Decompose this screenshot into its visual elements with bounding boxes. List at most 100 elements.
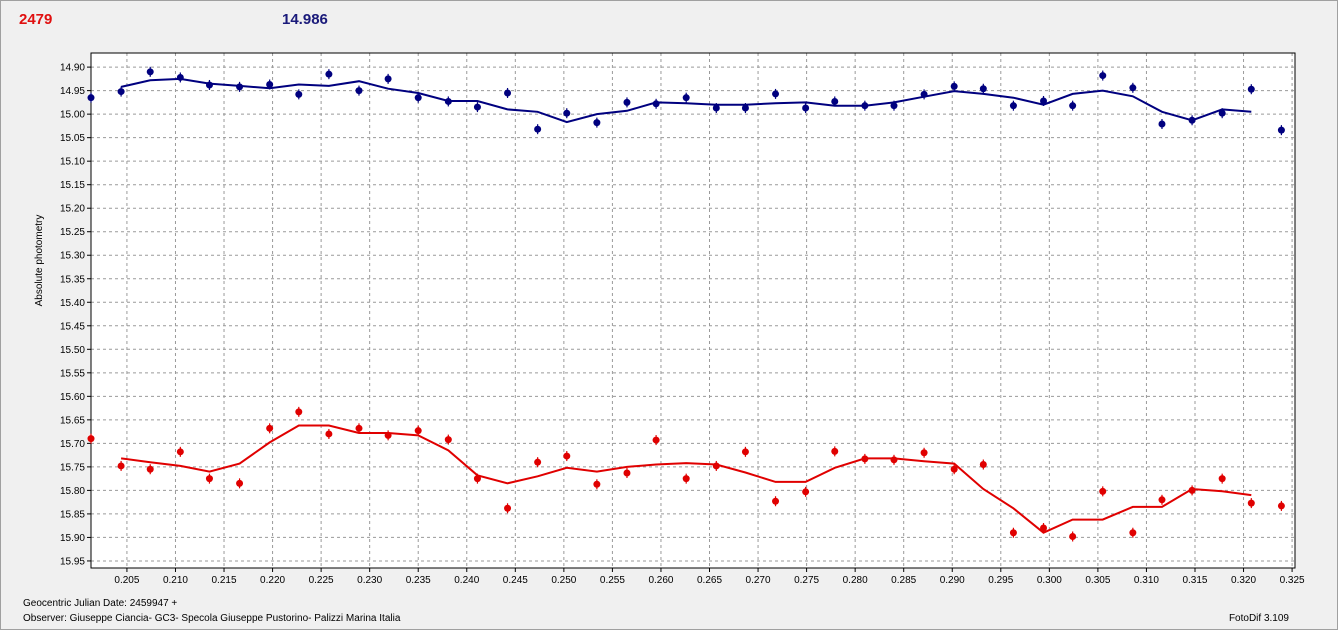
data-point xyxy=(563,452,571,460)
y-tick-label: 15.45 xyxy=(60,321,85,332)
data-point xyxy=(920,90,928,98)
data-point xyxy=(87,435,95,443)
x-tick-label: 0.320 xyxy=(1231,575,1256,586)
data-point xyxy=(236,479,244,487)
y-tick-label: 15.05 xyxy=(60,133,85,144)
data-point xyxy=(355,424,363,432)
y-tick-label: 15.20 xyxy=(60,204,85,215)
data-point xyxy=(802,104,810,112)
y-tick-label: 15.65 xyxy=(60,415,85,426)
data-point xyxy=(890,456,898,464)
data-point xyxy=(1218,109,1226,117)
y-tick-label: 15.50 xyxy=(60,345,85,356)
data-point xyxy=(1040,97,1048,105)
data-point xyxy=(890,102,898,110)
data-point xyxy=(384,431,392,439)
trend-line-0 xyxy=(120,77,1252,124)
data-point xyxy=(1129,84,1137,92)
data-point xyxy=(87,94,95,102)
data-point xyxy=(623,98,631,106)
data-point xyxy=(266,81,274,89)
data-point xyxy=(1247,85,1255,93)
x-tick-label: 0.280 xyxy=(843,575,868,586)
x-tick-label: 0.265 xyxy=(697,575,722,586)
plot-area xyxy=(91,53,1295,568)
y-tick-label: 15.85 xyxy=(60,509,85,520)
y-tick-label: 15.60 xyxy=(60,392,85,403)
data-point xyxy=(593,480,601,488)
data-point xyxy=(117,462,125,470)
data-point xyxy=(712,104,720,112)
data-point xyxy=(831,97,839,105)
julian-date-label: Geocentric Julian Date: 2459947 + xyxy=(23,598,178,609)
data-point xyxy=(1158,496,1166,504)
data-point xyxy=(266,424,274,432)
software-version: FotoDif 3.109 xyxy=(1228,613,1289,624)
data-point xyxy=(295,408,303,416)
data-point xyxy=(444,97,452,105)
data-point xyxy=(831,447,839,455)
x-tick-label: 0.275 xyxy=(794,575,819,586)
y-tick-label: 15.90 xyxy=(60,533,85,544)
x-tick-label: 0.255 xyxy=(600,575,625,586)
red-star-value: 2479 xyxy=(19,11,53,28)
data-point xyxy=(1099,487,1107,495)
data-point xyxy=(1040,524,1048,532)
x-tick-label: 0.305 xyxy=(1085,575,1110,586)
y-tick-label: 15.00 xyxy=(60,110,85,121)
data-point xyxy=(504,89,512,97)
y-tick-label: 15.55 xyxy=(60,368,85,379)
data-point xyxy=(772,497,780,505)
x-tick-label: 0.290 xyxy=(940,575,965,586)
data-point xyxy=(1158,120,1166,128)
trend-line-1 xyxy=(120,424,1252,534)
x-tick-label: 0.225 xyxy=(309,575,334,586)
data-point xyxy=(1129,529,1137,537)
data-point xyxy=(473,475,481,483)
y-tick-label: 15.40 xyxy=(60,298,85,309)
data-point xyxy=(444,436,452,444)
y-tick-label: 14.95 xyxy=(60,86,85,97)
data-point xyxy=(1247,499,1255,507)
x-tick-label: 0.210 xyxy=(163,575,188,586)
x-tick-label: 0.205 xyxy=(114,575,139,586)
data-point xyxy=(205,475,213,483)
data-point xyxy=(146,465,154,473)
plot-border xyxy=(90,52,1296,569)
data-point xyxy=(384,75,392,83)
data-point xyxy=(534,458,542,466)
y-tick-label: 14.90 xyxy=(60,63,85,74)
data-point xyxy=(563,109,571,117)
y-tick-label: 15.80 xyxy=(60,486,85,497)
y-tick-label: 15.25 xyxy=(60,227,85,238)
data-point xyxy=(325,430,333,438)
x-tick-label: 0.245 xyxy=(503,575,528,586)
y-tick-label: 15.30 xyxy=(60,251,85,262)
data-point xyxy=(1069,102,1077,110)
x-tick-label: 0.215 xyxy=(212,575,237,586)
y-tick-label: 15.70 xyxy=(60,439,85,450)
data-point xyxy=(593,119,601,127)
y-tick-label: 15.95 xyxy=(60,556,85,567)
x-tick-label: 0.220 xyxy=(260,575,285,586)
data-point xyxy=(741,448,749,456)
observer-label: Observer: Giuseppe Ciancia- GC3- Specola… xyxy=(23,613,401,624)
data-point xyxy=(682,475,690,483)
blue-star-value: 14.986 xyxy=(282,11,328,28)
data-point xyxy=(652,436,660,444)
data-point xyxy=(741,104,749,112)
data-point xyxy=(504,504,512,512)
data-point xyxy=(205,81,213,89)
data-point xyxy=(236,83,244,91)
data-point xyxy=(473,103,481,111)
x-tick-label: 0.310 xyxy=(1134,575,1159,586)
data-point xyxy=(920,449,928,457)
x-tick-label: 0.230 xyxy=(357,575,382,586)
x-tick-label: 0.235 xyxy=(406,575,431,586)
data-point xyxy=(1069,532,1077,540)
x-tick-label: 0.325 xyxy=(1280,575,1305,586)
data-point xyxy=(176,448,184,456)
data-point xyxy=(295,90,303,98)
